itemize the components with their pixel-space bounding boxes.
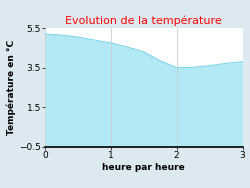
Y-axis label: Température en °C: Température en °C [7, 40, 16, 135]
X-axis label: heure par heure: heure par heure [102, 163, 185, 172]
Title: Evolution de la température: Evolution de la température [66, 16, 222, 26]
